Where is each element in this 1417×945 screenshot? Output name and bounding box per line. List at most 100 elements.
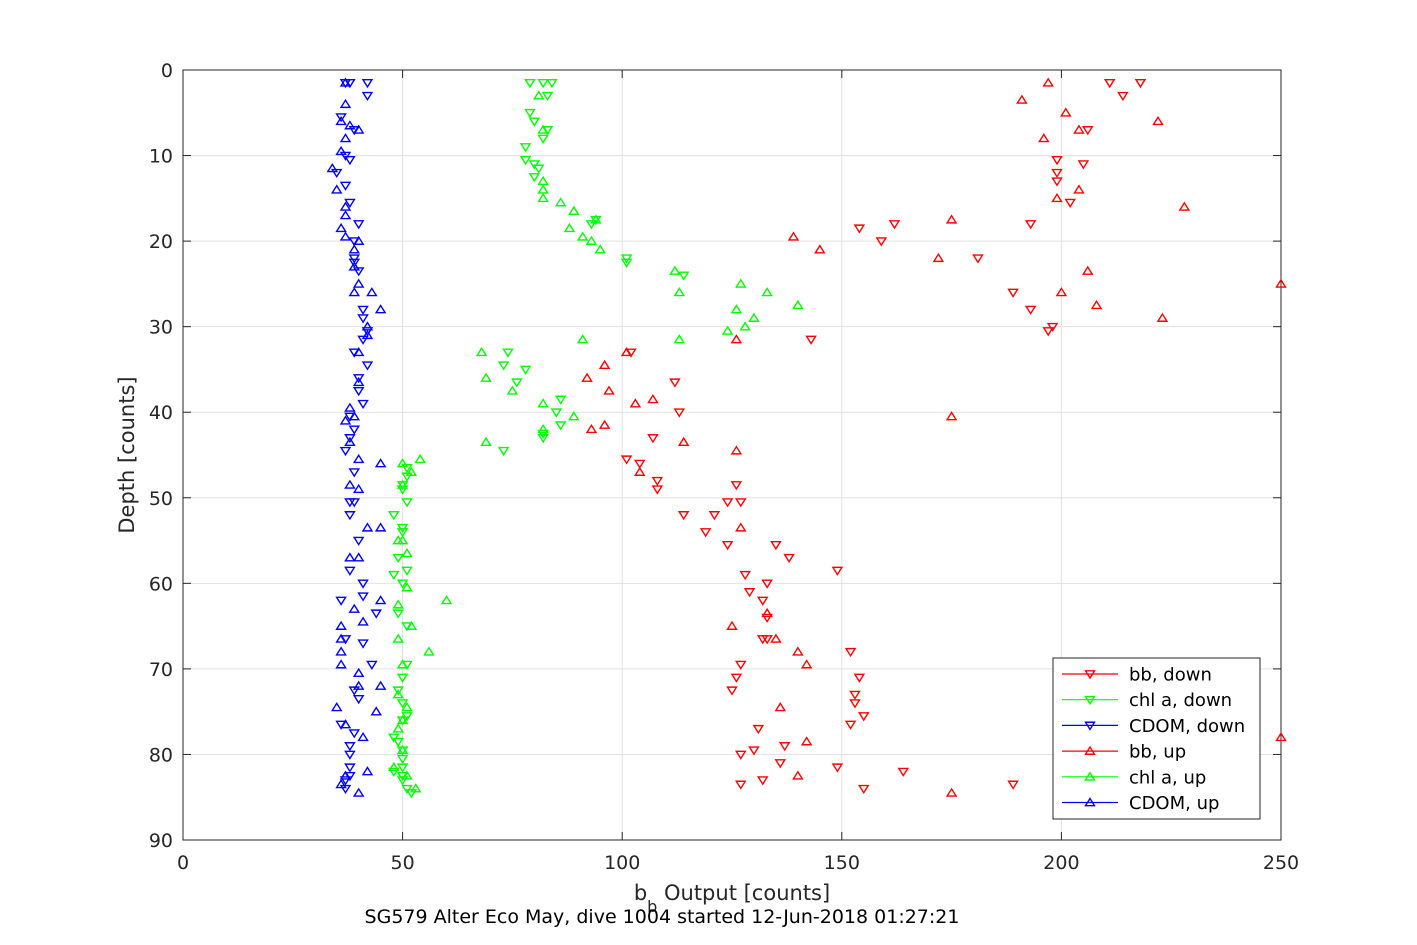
x-tick-label: 250 <box>1263 852 1299 874</box>
data-point <box>726 686 738 696</box>
data-point <box>396 528 409 538</box>
data-point <box>783 553 795 564</box>
y-tick-label: 50 <box>149 488 173 510</box>
data-point <box>1024 220 1037 230</box>
data-point <box>348 261 361 271</box>
data-point <box>673 334 686 344</box>
data-point <box>392 609 404 619</box>
data-point <box>392 633 404 643</box>
data-point <box>761 635 773 645</box>
data-point <box>875 237 888 247</box>
x-axis-label-main: b <box>634 881 647 905</box>
x-tick-label: 200 <box>1043 852 1079 874</box>
data-point <box>374 680 387 690</box>
legend-entry: chl a, up <box>1062 767 1206 788</box>
data-point <box>348 498 361 508</box>
data-point <box>857 712 870 722</box>
data-point <box>647 434 659 444</box>
data-point <box>730 481 743 491</box>
data-point <box>401 472 413 482</box>
data-point <box>761 287 773 297</box>
data-point <box>735 780 747 790</box>
data-point <box>388 511 400 521</box>
data-point <box>339 231 352 241</box>
data-point <box>366 660 378 670</box>
data-point <box>361 361 374 371</box>
data-point <box>735 660 747 670</box>
data-point <box>348 287 361 297</box>
data-point <box>581 372 593 382</box>
data-point <box>326 163 339 173</box>
data-point <box>339 776 352 786</box>
data-point <box>396 699 409 709</box>
data-point <box>339 210 352 220</box>
data-point <box>357 399 369 410</box>
data-point <box>735 522 747 532</box>
plot-frame <box>182 69 1282 841</box>
data-point <box>335 779 347 789</box>
data-point <box>739 570 751 581</box>
data-point <box>348 258 361 268</box>
data-point <box>335 145 347 156</box>
data-point <box>374 304 387 314</box>
data-point <box>348 244 361 254</box>
data-point <box>831 566 844 576</box>
x-axis-label: bb Output [counts] <box>634 881 830 916</box>
legend-box <box>1052 657 1261 820</box>
data-point <box>344 155 356 166</box>
y-tick-label: 40 <box>149 402 173 424</box>
data-point <box>330 702 343 712</box>
data-point <box>532 164 545 174</box>
data-point <box>888 220 901 230</box>
y-tick-label: 90 <box>149 830 173 852</box>
data-point <box>344 402 356 412</box>
data-point <box>620 455 633 465</box>
data-point <box>519 143 532 153</box>
data-point <box>405 466 418 476</box>
data-point <box>396 776 409 786</box>
data-point <box>585 235 598 245</box>
data-point <box>603 385 615 395</box>
data-point <box>396 763 409 773</box>
data-point <box>361 321 374 331</box>
data-point <box>357 592 369 602</box>
data-point <box>440 595 453 605</box>
data-point <box>1081 126 1094 136</box>
data-point <box>339 446 352 457</box>
data-point <box>361 766 374 776</box>
y-tick-label: 60 <box>149 573 173 595</box>
data-point <box>352 346 365 357</box>
data-point <box>502 348 514 358</box>
data-point <box>756 776 769 786</box>
data-point <box>669 265 681 275</box>
data-point <box>1016 94 1028 104</box>
data-point <box>405 620 418 630</box>
data-point <box>370 706 383 716</box>
data-point <box>339 201 352 211</box>
data-point <box>1117 91 1129 102</box>
data-point <box>752 724 765 735</box>
data-point <box>335 113 347 123</box>
data-point <box>972 254 984 264</box>
data-point <box>1081 265 1094 275</box>
data-point <box>475 346 488 357</box>
data-point <box>392 553 404 564</box>
data-point <box>348 729 361 739</box>
data-point <box>537 124 549 134</box>
data-point <box>352 667 365 678</box>
data-point <box>524 78 536 89</box>
data-point <box>537 423 549 434</box>
data-point <box>1007 288 1019 298</box>
data-point <box>735 498 747 508</box>
data-point <box>800 659 813 669</box>
data-point <box>335 659 347 669</box>
legend-marker <box>1084 670 1096 680</box>
data-point <box>374 595 387 605</box>
data-point <box>352 386 365 397</box>
legend-entry: CDOM, up <box>1062 793 1219 814</box>
data-point <box>673 287 686 297</box>
data-point <box>800 736 813 746</box>
y-tick-label: 80 <box>149 744 173 766</box>
data-point <box>932 252 945 263</box>
data-point <box>357 639 369 649</box>
